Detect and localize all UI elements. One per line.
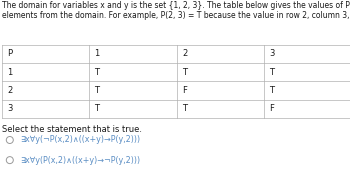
Text: F: F [182, 86, 187, 95]
Text: Select the statement that is true.: Select the statement that is true. [2, 125, 142, 134]
Text: 1: 1 [94, 49, 100, 58]
Text: The domain for variables x and y is the set {1, 2, 3}. The table below gives the: The domain for variables x and y is the … [2, 1, 350, 10]
Text: 2: 2 [182, 49, 187, 58]
Text: T: T [182, 68, 187, 77]
Text: 2: 2 [7, 86, 12, 95]
Text: T: T [270, 86, 274, 95]
Text: T: T [94, 104, 99, 113]
Text: F: F [270, 104, 274, 113]
Text: ∃x∀y(P(x,2)∧((x+y)→¬P(y,2))): ∃x∀y(P(x,2)∧((x+y)→¬P(y,2))) [20, 156, 140, 165]
Text: T: T [94, 68, 99, 77]
Text: 3: 3 [270, 49, 275, 58]
Text: P: P [7, 49, 12, 58]
Text: T: T [182, 104, 187, 113]
Text: 1: 1 [7, 68, 12, 77]
Text: T: T [94, 86, 99, 95]
Text: ∃x∀y(¬P(x,2)∧((x+y)→P(y,2))): ∃x∀y(¬P(x,2)∧((x+y)→P(y,2))) [20, 135, 140, 145]
Text: 3: 3 [7, 104, 12, 113]
Text: T: T [270, 68, 274, 77]
Text: elements from the domain. For example, P(2, 3) = T because the value in row 2, c: elements from the domain. For example, P… [2, 10, 350, 19]
